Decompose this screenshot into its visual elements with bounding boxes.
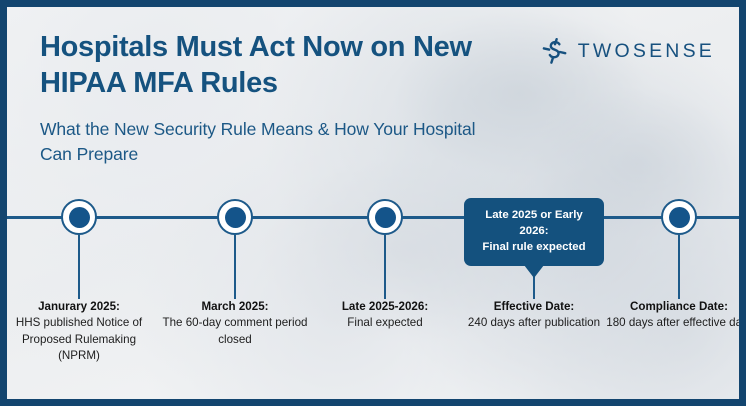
milestone-lead: Effective Date: (493, 300, 575, 313)
callout-line-2: Final rule expected (482, 241, 586, 254)
timeline-label-march-2025: March 2025: The 60-day comment period cl… (160, 299, 310, 348)
timeline-stem-january-2025 (77, 235, 81, 299)
milestone-body: The 60-day comment period closed (162, 316, 308, 346)
brand-wordmark: TWOSENSE (577, 39, 715, 62)
timeline-stem-late-2025-2026 (383, 235, 387, 299)
milestone-lead: Compliance Date: (630, 300, 728, 313)
milestone-lead: Janurary 2025: (38, 300, 120, 313)
page-subtitle: What the New Security Rule Means & How Y… (40, 119, 476, 165)
timeline: Janurary 2025: HHS published Notice of P… (7, 187, 739, 399)
timeline-label-effective-date: Effective Date: 240 days after publicati… (459, 299, 609, 332)
timeline-label-late-2025-2026: Late 2025-2026: Final expected (310, 299, 460, 332)
timeline-callout-final-rule[interactable]: Late 2025 or Early 2026: Final rule expe… (464, 198, 604, 278)
brand-logo: TWOSENSE (539, 36, 715, 66)
timeline-node-march-2025[interactable] (217, 199, 253, 235)
infographic-content: Hospitals Must Act Now on New HIPAA MFA … (7, 7, 739, 399)
timeline-label-compliance-date: Compliance Date: 180 days after effectiv… (604, 299, 746, 332)
milestone-body: Final expected (347, 316, 423, 330)
callout-line-1: Late 2025 or Early 2026: (485, 209, 583, 238)
timeline-node-january-2025[interactable] (61, 199, 97, 235)
timeline-node-compliance-date[interactable] (661, 199, 697, 235)
milestone-body: 180 days after effective date (606, 316, 746, 330)
timeline-label-january-2025: Janurary 2025: HHS published Notice of P… (7, 299, 154, 365)
milestone-body: 240 days after publication (467, 316, 601, 330)
milestone-body: HHS published Notice of Proposed Rulemak… (15, 316, 143, 363)
milestone-lead: March 2025: (201, 300, 269, 313)
milestone-lead: Late 2025-2026: (341, 300, 429, 313)
timeline-node-late-2025-2026[interactable] (367, 199, 403, 235)
page-title: Hospitals Must Act Now on New HIPAA MFA … (40, 31, 472, 99)
twosense-s-mark-icon (542, 38, 567, 64)
timeline-stem-march-2025 (233, 235, 237, 299)
timeline-stem-compliance-date (677, 235, 681, 299)
